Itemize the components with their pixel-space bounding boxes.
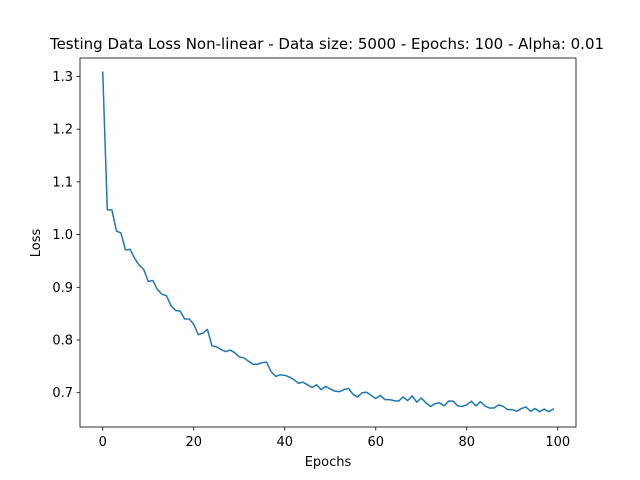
chart-title: Testing Data Loss Non-linear - Data size… [49,35,604,53]
y-tick-label: 0.7 [52,386,73,401]
y-tick-label: 0.8 [52,334,73,349]
plot-frame [79,57,577,428]
plot-area [80,58,576,427]
y-tick-label: 1.3 [52,70,73,85]
y-tick-label: 1.2 [52,123,73,138]
x-tick-label: 100 [545,435,570,450]
x-tick-label: 80 [459,435,476,450]
y-tick-label: 0.9 [52,281,73,296]
x-tick-label: 40 [276,435,293,450]
x-tick-label: 60 [368,435,385,450]
x-tick-label: 20 [185,435,202,450]
x-tick-label: 0 [99,435,107,450]
y-axis-label: Loss [29,229,44,258]
points-layer [102,72,554,412]
x-axis-label: Epochs [305,455,352,470]
y-tick-label: 1.0 [52,228,73,243]
y-tick-label: 1.1 [52,175,73,190]
ticks-layer: 0 20 40 60 80 100 0.7 0.8 0.9 1.0 1.1 1.2 1.3 [52,70,570,450]
loss-line [101,71,555,413]
